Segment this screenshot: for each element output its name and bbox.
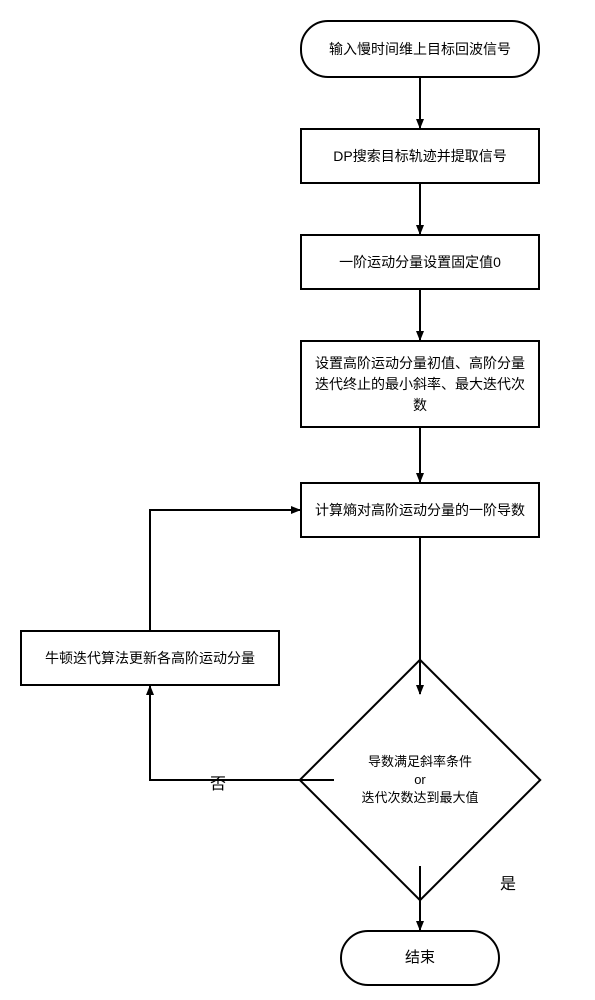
edge-newton-deriv: [150, 510, 300, 630]
edge-dec-newton: [150, 686, 334, 780]
node-fix0: 一阶运动分量设置固定值0: [300, 234, 540, 290]
node-init-text: 设置高阶运动分量初值、高阶分量迭代终止的最小斜率、最大迭代次数: [310, 353, 530, 416]
node-fix0-text: 一阶运动分量设置固定值0: [339, 252, 501, 273]
node-init: 设置高阶运动分量初值、高阶分量迭代终止的最小斜率、最大迭代次数: [300, 340, 540, 428]
node-end: 结束: [340, 930, 500, 986]
node-newton-text: 牛顿迭代算法更新各高阶运动分量: [45, 648, 255, 669]
node-deriv-text: 计算熵对高阶运动分量的一阶导数: [315, 500, 525, 521]
node-dp: DP搜索目标轨迹并提取信号: [300, 128, 540, 184]
label-yes: 是: [500, 870, 516, 894]
node-dp-text: DP搜索目标轨迹并提取信号: [333, 146, 506, 167]
label-no: 否: [210, 770, 226, 794]
node-deriv: 计算熵对高阶运动分量的一阶导数: [300, 482, 540, 538]
node-start: 输入慢时间维上目标回波信号: [300, 20, 540, 78]
node-decision: 导数满足斜率条件 or 迭代次数达到最大值: [334, 694, 506, 866]
node-end-text: 结束: [405, 947, 435, 970]
node-newton: 牛顿迭代算法更新各高阶运动分量: [20, 630, 280, 686]
node-start-text: 输入慢时间维上目标回波信号: [329, 39, 511, 60]
node-decision-text: 导数满足斜率条件 or 迭代次数达到最大值: [314, 694, 526, 866]
